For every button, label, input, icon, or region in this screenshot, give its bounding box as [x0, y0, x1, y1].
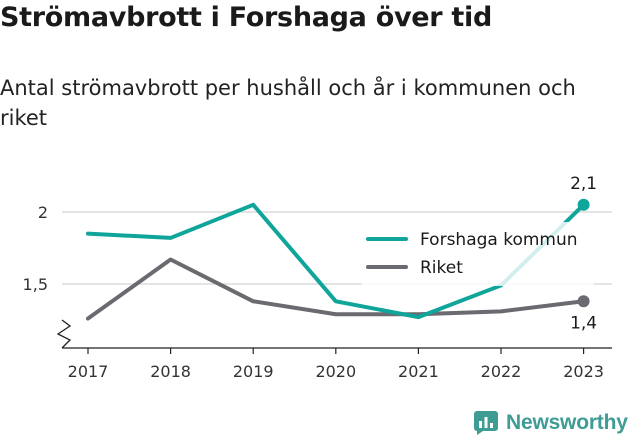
y-tick-label: 2 — [38, 203, 48, 222]
chart-title: Strömavbrott i Forshaga över tid — [0, 2, 492, 33]
brand-name: Newsworthy — [506, 411, 628, 434]
x-tick-label: 2019 — [233, 362, 274, 381]
legend-label: Riket — [420, 258, 463, 278]
x-tick-label: 2020 — [315, 362, 356, 381]
legend-background — [362, 222, 594, 286]
newsworthy-icon — [474, 411, 498, 435]
axis-break-icon — [56, 319, 72, 349]
legend-label: Forshaga kommun — [420, 230, 578, 250]
x-tick-label: 2021 — [398, 362, 439, 381]
series-end-point — [577, 295, 590, 308]
end-value-label: 1,4 — [570, 313, 597, 333]
x-tick-label: 2022 — [481, 362, 522, 381]
x-tick-label: 2017 — [68, 362, 109, 381]
series-end-point — [577, 198, 590, 211]
series-line-riket — [86, 257, 586, 321]
end-value-label: 2,1 — [570, 174, 597, 194]
x-tick-label: 2018 — [150, 362, 191, 381]
x-tick-label: 2023 — [563, 362, 604, 381]
y-tick-label: 1,5 — [23, 275, 48, 294]
chart-subtitle: Antal strömavbrott per hushåll och år i … — [0, 76, 576, 130]
newsworthy-logo: Newsworthy — [474, 408, 628, 438]
